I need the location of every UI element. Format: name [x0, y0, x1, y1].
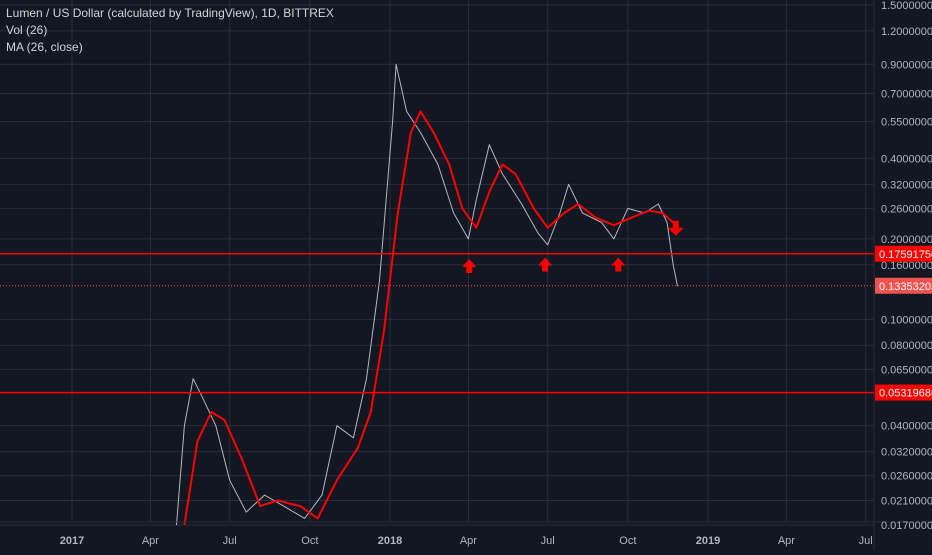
level-price-label: 0.05319686	[879, 388, 932, 400]
last-price-tag	[875, 277, 932, 294]
y-tick-label: 0.01700000	[881, 520, 932, 532]
series-lines	[176, 63, 678, 526]
level-price-label: 0.17591750	[879, 249, 932, 261]
last-price-label: 0.13353202	[879, 281, 932, 293]
x-tick-label: Jul	[859, 535, 873, 547]
arrow-up-icon	[462, 258, 477, 273]
legend-volume[interactable]: Vol (26)	[6, 23, 48, 37]
horizontal-lines[interactable]	[0, 253, 874, 394]
x-tick-label: Jul	[541, 535, 555, 547]
moving-average-line	[183, 110, 674, 526]
x-tick-label: Apr	[460, 535, 477, 547]
x-tick-label: Apr	[142, 535, 159, 547]
x-tick-label: 2018	[378, 535, 402, 547]
chart-legend: Lumen / US Dollar (calculated by Trading…	[6, 5, 334, 56]
price-line	[176, 63, 678, 526]
arrow-up-icon	[538, 257, 553, 272]
legend-title[interactable]: Lumen / US Dollar (calculated by Trading…	[6, 6, 334, 20]
level-price-tag	[875, 384, 932, 401]
x-tick-label: 2019	[696, 535, 720, 547]
level-price-tag	[875, 245, 932, 262]
y-tick-label: 1.50000000	[881, 0, 932, 12]
x-tick-label: Oct	[619, 535, 636, 547]
arrow-up-icon	[611, 257, 626, 272]
x-tick-label: Oct	[301, 535, 318, 547]
x-tick-label: Jul	[223, 535, 237, 547]
arrow-annotations	[462, 220, 684, 273]
x-tick-label: Apr	[778, 535, 795, 547]
x-tick-label: 2017	[60, 535, 84, 547]
legend-moving-average[interactable]: MA (26, close)	[6, 40, 83, 54]
price-labels: 0.17591750 0.05319686 0.13353202	[875, 245, 932, 401]
arrow-down-icon	[667, 220, 684, 236]
time-axis[interactable]: 2017 Apr Jul Oct 2018 Apr Jul Oct 2019 Apr Jul	[60, 535, 873, 547]
